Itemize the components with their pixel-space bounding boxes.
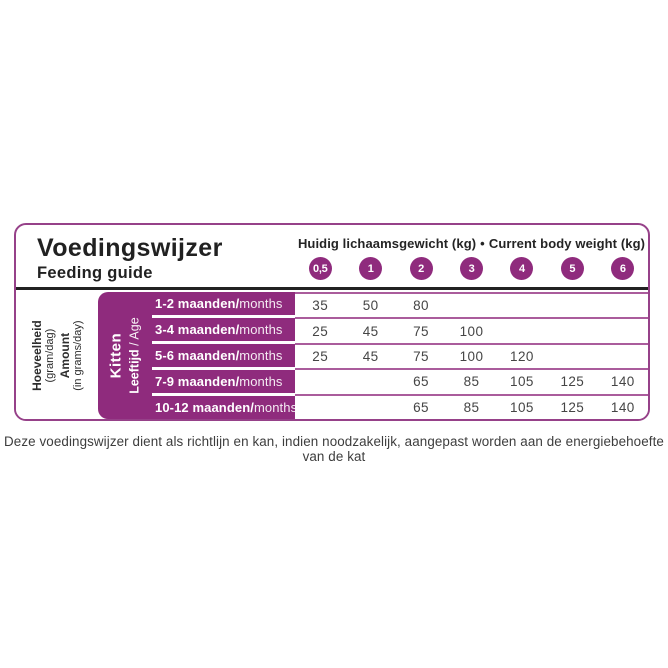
table-row: 65 85 105 125 140 bbox=[295, 393, 648, 419]
age-axis-label: Kitten Leeftijd / Age bbox=[106, 317, 143, 393]
value-cell: 125 bbox=[560, 374, 585, 390]
age-label-en: / Age bbox=[127, 317, 142, 350]
weight-circle: 5 bbox=[560, 257, 584, 280]
age-label-nl: Leeftijd bbox=[127, 349, 142, 394]
footer-note: Deze voedingswijzer dient als richtlijn … bbox=[4, 434, 664, 464]
title-block: Voedingswijzer Feeding guide bbox=[16, 225, 295, 287]
row-label: 1-2 maanden/months bbox=[152, 292, 297, 315]
value-cell: 75 bbox=[413, 323, 429, 339]
value-cell bbox=[295, 396, 345, 419]
value-cell: 25 bbox=[312, 323, 329, 339]
row-label-light: months bbox=[239, 374, 283, 389]
amount-axis-label: Hoeveelheid (gram/dag) Amount (in grams/… bbox=[29, 320, 84, 391]
row-label: 7-9 maanden/months bbox=[152, 367, 298, 393]
row-label: 3-4 maanden/months bbox=[152, 315, 298, 341]
weight-header-block: Huidig lichaamsgewicht (kg) • Current body… bbox=[295, 225, 648, 287]
value-cell: 100 bbox=[459, 323, 484, 339]
row-label-bold: 5-6 maanden/ bbox=[155, 348, 240, 363]
row-label-light: months bbox=[239, 296, 283, 311]
header-divider-line bbox=[16, 287, 648, 290]
weight-header-nl: Huidig lichaamsgewicht (kg) bbox=[297, 236, 477, 251]
weight-circle: 1 bbox=[359, 257, 383, 280]
value-grid: 35 50 80 25 45 75 100 bbox=[295, 292, 648, 419]
amount-axis-column: Hoeveelheid (gram/dag) Amount (in grams/… bbox=[16, 292, 98, 419]
weight-circle: 6 bbox=[611, 257, 635, 280]
value-cell: 50 bbox=[362, 298, 379, 314]
weight-circle: 3 bbox=[459, 257, 483, 280]
amount-label-en: Amount bbox=[56, 332, 71, 379]
row-label: 10-12 maanden/months bbox=[152, 393, 298, 419]
value-cell bbox=[598, 345, 648, 368]
value-cell: 45 bbox=[362, 349, 379, 365]
value-cell: 75 bbox=[413, 349, 429, 365]
value-cell: 45 bbox=[362, 323, 379, 339]
value-cell bbox=[497, 294, 547, 317]
table-row: 65 85 105 125 140 bbox=[295, 368, 648, 393]
row-label-bold: 3-4 maanden/ bbox=[155, 322, 240, 337]
value-cell: 105 bbox=[510, 374, 534, 390]
table-row: 25 45 75 100 120 bbox=[295, 342, 648, 368]
amount-unit-nl: (gram/dag) bbox=[43, 328, 56, 383]
category-label: Kitten bbox=[107, 332, 125, 379]
row-label-bold: 1-2 maanden/ bbox=[155, 296, 240, 311]
age-axis-text: Leeftijd / Age bbox=[127, 317, 144, 393]
age-band: Kitten Leeftijd / Age 1-2 maanden/months… bbox=[98, 292, 298, 419]
weight-circles-row: 0,5 1 2 3 4 5 6 bbox=[295, 257, 648, 280]
table-row: 35 50 80 bbox=[295, 292, 648, 317]
value-cell bbox=[547, 319, 597, 342]
row-label: 5-6 maanden/months bbox=[152, 341, 298, 367]
value-cell bbox=[547, 294, 597, 317]
value-cell: 140 bbox=[610, 399, 635, 415]
row-label-light: months bbox=[239, 322, 283, 337]
weight-circle: 4 bbox=[510, 257, 534, 280]
page-subtitle: Feeding guide bbox=[37, 263, 153, 282]
value-cell bbox=[598, 319, 648, 342]
value-cell: 100 bbox=[459, 349, 484, 365]
guide-header: Voedingswijzer Feeding guide Huidig lich… bbox=[16, 225, 648, 287]
table-row: 25 45 75 100 bbox=[295, 317, 648, 342]
value-cell: 25 bbox=[312, 349, 329, 365]
weight-header-en: Current body weight (kg) bbox=[488, 236, 646, 251]
value-cell: 120 bbox=[510, 349, 534, 365]
amount-unit-en: (in grams/day) bbox=[71, 320, 84, 391]
value-cell bbox=[598, 294, 648, 317]
value-cell: 125 bbox=[560, 399, 585, 415]
row-label-bold: 7-9 maanden/ bbox=[155, 374, 240, 389]
value-cell bbox=[295, 370, 345, 393]
feeding-guide-box: Voedingswijzer Feeding guide Huidig lich… bbox=[14, 223, 650, 421]
value-cell: 65 bbox=[413, 399, 429, 415]
weight-header-label: Huidig lichaamsgewicht (kg) • Current body… bbox=[295, 236, 648, 251]
row-label-bold: 10-12 maanden/ bbox=[155, 400, 254, 415]
row-label-light: months bbox=[239, 348, 283, 363]
value-cell bbox=[345, 370, 395, 393]
value-cell: 85 bbox=[463, 374, 480, 390]
value-cell: 85 bbox=[463, 399, 480, 415]
value-cell: 105 bbox=[510, 399, 534, 415]
value-cell bbox=[345, 396, 395, 419]
feeding-table: Hoeveelheid (gram/dag) Amount (in grams/… bbox=[16, 292, 648, 419]
value-cell: 65 bbox=[413, 374, 429, 390]
age-row-labels: 1-2 maanden/months 3-4 maanden/months 5-… bbox=[152, 292, 298, 419]
weight-circle: 2 bbox=[409, 257, 433, 280]
page-title: Voedingswijzer bbox=[37, 234, 223, 262]
value-cell bbox=[497, 319, 547, 342]
value-cell: 140 bbox=[610, 374, 635, 390]
value-cell bbox=[446, 294, 496, 317]
row-label-light: months bbox=[253, 400, 298, 415]
value-cell bbox=[547, 345, 597, 368]
bullet-separator: • bbox=[480, 236, 485, 251]
weight-circle: 0,5 bbox=[308, 257, 332, 280]
amount-label-nl: Hoeveelheid bbox=[29, 320, 44, 391]
age-axis-column: Kitten Leeftijd / Age bbox=[98, 292, 152, 419]
value-cell: 80 bbox=[413, 298, 429, 314]
value-cell: 35 bbox=[312, 298, 329, 314]
